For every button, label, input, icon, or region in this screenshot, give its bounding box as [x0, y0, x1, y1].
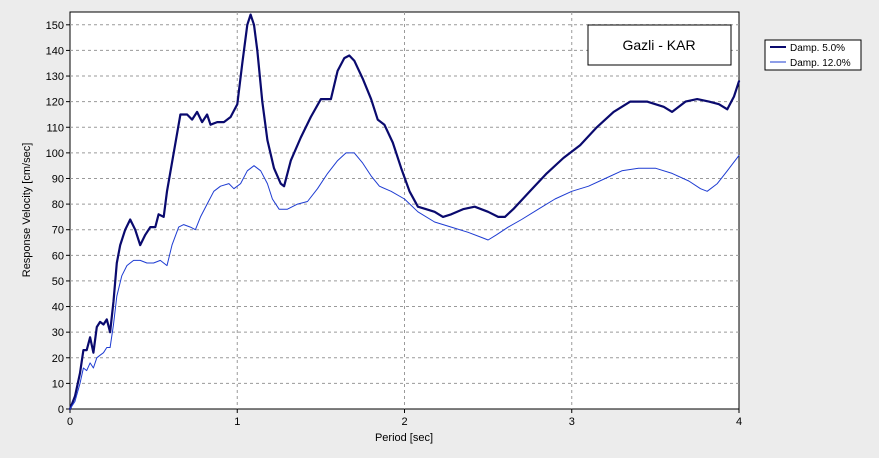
y-tick-label: 40	[52, 302, 64, 314]
y-tick-label: 30	[52, 327, 64, 339]
legend: Damp. 5.0% Damp. 12.0%	[764, 39, 862, 71]
x-tick-label: 3	[569, 416, 575, 428]
grid-lines	[70, 12, 739, 409]
y-tick-label: 0	[58, 404, 64, 416]
y-tick-label: 10	[52, 378, 64, 390]
y-tick-label: 130	[46, 71, 64, 83]
legend-label-damp-12: Damp. 12.0%	[790, 58, 851, 69]
y-tick-label: 100	[46, 148, 64, 160]
chart-title-box: Gazli - KAR	[587, 24, 732, 66]
y-axis-ticks: 0 10 20 30 40 50 60 70 80 90 100 110 120 130 140 150	[46, 20, 70, 416]
y-tick-label: 70	[52, 225, 64, 237]
x-axis-ticks: 0 1 2 3 4	[67, 409, 742, 428]
legend-label-damp-5: Damp. 5.0%	[790, 43, 845, 54]
y-axis-label: Response Velocity [cm/sec]	[21, 143, 33, 278]
y-tick-label: 50	[52, 276, 64, 288]
x-tick-label: 4	[736, 416, 742, 428]
y-tick-label: 80	[52, 199, 64, 211]
y-tick-label: 110	[46, 122, 64, 134]
y-tick-label: 150	[46, 20, 64, 32]
y-tick-label: 60	[52, 250, 64, 262]
y-tick-label: 120	[46, 97, 64, 109]
y-tick-label: 90	[52, 173, 64, 185]
y-tick-label: 140	[46, 45, 64, 57]
series-lines	[68, 13, 741, 411]
x-tick-label: 1	[234, 416, 240, 428]
chart-title: Gazli - KAR	[622, 37, 695, 53]
series-line-damp-5	[68, 13, 741, 411]
series-line-damp-12	[69, 152, 740, 410]
x-tick-label: 0	[67, 416, 73, 428]
x-axis-label: Period [sec]	[375, 432, 433, 444]
y-tick-label: 20	[52, 353, 64, 365]
x-tick-label: 2	[401, 416, 407, 428]
